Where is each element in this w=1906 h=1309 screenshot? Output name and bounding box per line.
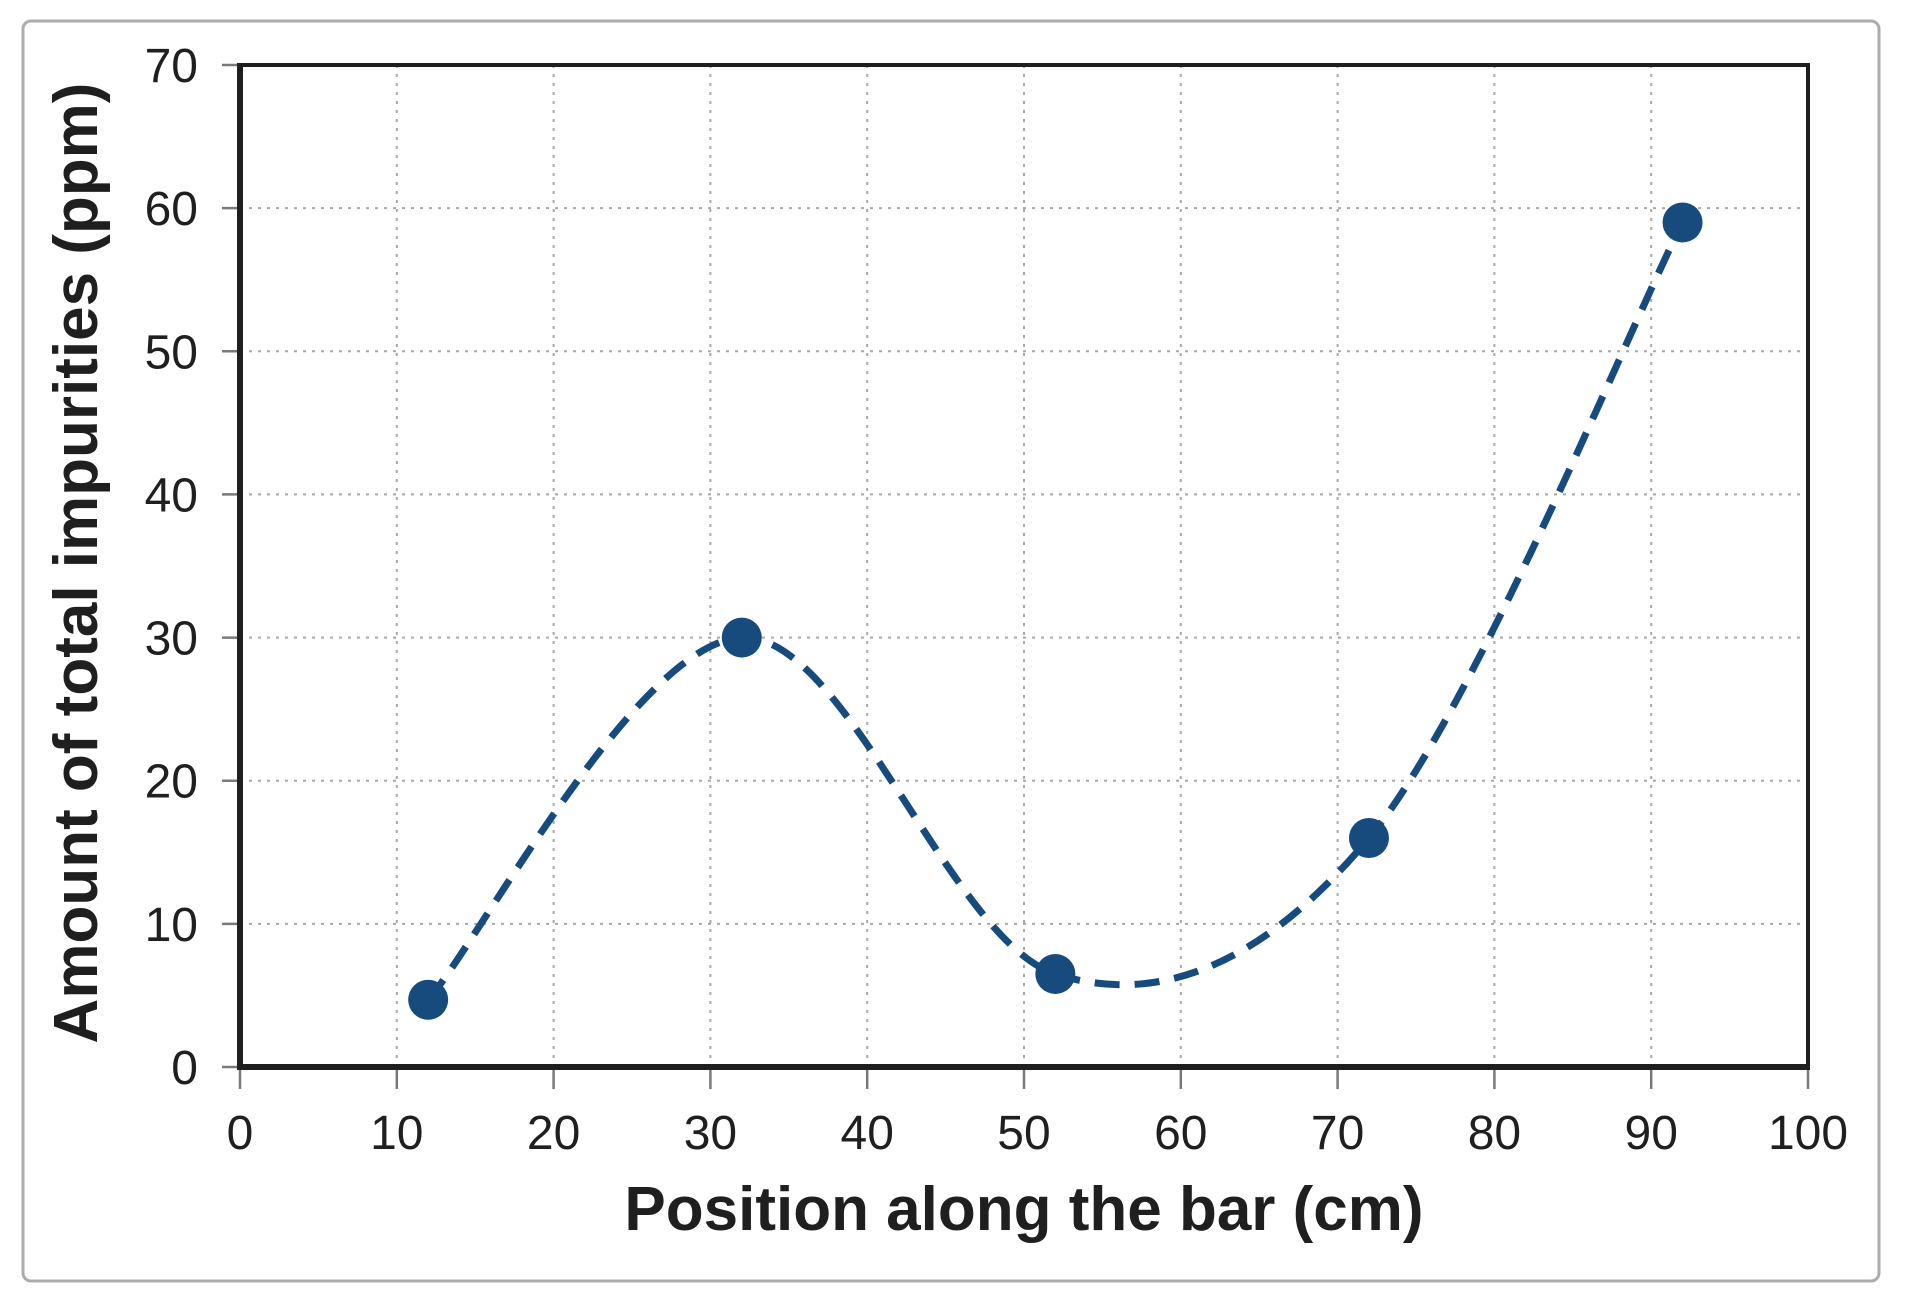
- axis-tick-marks: [222, 63, 1810, 1089]
- x-tick-label: 40: [841, 1107, 894, 1160]
- y-tick-label: 0: [171, 1042, 198, 1095]
- x-axis-title: Position along the bar (cm): [624, 1175, 1423, 1244]
- y-tick-label: 70: [145, 40, 198, 93]
- series-markers: [408, 202, 1703, 1020]
- y-tick-label: 60: [145, 183, 198, 236]
- y-tick-label: 10: [145, 899, 198, 952]
- x-tick-label: 30: [684, 1107, 737, 1160]
- data-point-marker: [1035, 953, 1076, 994]
- x-tick-label: 60: [1154, 1107, 1207, 1160]
- figure-border: [21, 19, 1881, 1283]
- x-tick-label: 10: [370, 1107, 423, 1160]
- data-point-marker: [721, 617, 762, 658]
- y-tick-label: 30: [145, 613, 198, 666]
- x-tick-labels: 0 10 20 30 40 50 60 70 80 90 100: [227, 1107, 1848, 1160]
- plot-area-border: [238, 63, 1810, 1069]
- x-tick-label: 0: [227, 1107, 254, 1160]
- y-tick-label: 50: [145, 326, 198, 379]
- y-axis-title: Amount of total impurities (ppm): [42, 83, 111, 1044]
- x-tick-label: 20: [527, 1107, 580, 1160]
- y-tick-label: 20: [145, 756, 198, 809]
- data-point-marker: [1662, 202, 1703, 243]
- data-point-marker: [1348, 817, 1389, 858]
- y-tick-labels: 0 10 20 30 40 50 60 70: [145, 40, 198, 1095]
- x-tick-label: 90: [1625, 1107, 1678, 1160]
- x-tick-label: 100: [1768, 1107, 1848, 1160]
- y-tick-label: 40: [145, 469, 198, 522]
- x-tick-label: 80: [1468, 1107, 1521, 1160]
- data-point-marker: [408, 979, 449, 1020]
- x-tick-label: 50: [997, 1107, 1050, 1160]
- series-dashed-line: [425, 220, 1686, 1002]
- x-tick-label: 70: [1311, 1107, 1364, 1160]
- gridlines: [240, 65, 1808, 1067]
